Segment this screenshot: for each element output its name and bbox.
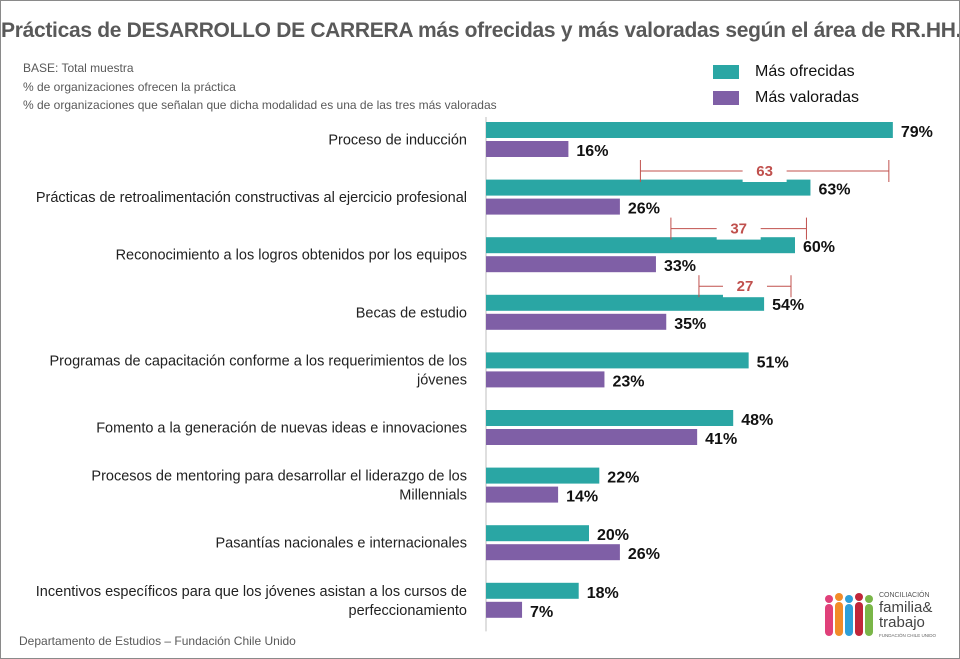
logo-line-4: FUNDACIÓN CHILE UNIDO bbox=[879, 632, 937, 638]
category-label-line: jóvenes bbox=[416, 372, 467, 388]
category-label: Procesos de mentoring para desarrollar e… bbox=[91, 469, 467, 504]
legend-item-offered: Más ofrecidas bbox=[713, 59, 859, 85]
data-label-valued: 26% bbox=[628, 201, 660, 218]
data-label-offered: 51% bbox=[757, 354, 789, 371]
category-label: Prácticas de retroalimentación construct… bbox=[36, 190, 467, 206]
category-label: Becas de estudio bbox=[356, 305, 467, 321]
gap-label-background bbox=[716, 217, 761, 240]
bar-offered bbox=[486, 237, 795, 254]
category-label: Incentivos específicos para que los jóve… bbox=[36, 584, 467, 619]
footer-credit: Departamento de Estudios – Fundación Chi… bbox=[19, 634, 296, 648]
category-label-line: Becas de estudio bbox=[356, 305, 467, 321]
data-label-offered: 60% bbox=[803, 239, 835, 256]
category-label: Proceso de inducción bbox=[328, 133, 467, 149]
bar-offered bbox=[486, 122, 893, 138]
category-label: Reconocimiento a los logros obtenidos po… bbox=[116, 248, 467, 264]
bar-offered bbox=[486, 467, 600, 484]
category-label-line: Millennials bbox=[399, 488, 467, 504]
conciliacion-logo: CONCILIACIÓN familia& trabajo FUNDACIÓN … bbox=[825, 590, 937, 638]
offered-note: % de organizaciones ofrecen la práctica bbox=[23, 80, 236, 94]
gap-label-background bbox=[742, 160, 787, 182]
chart-title: Prácticas de DESARROLLO DE CARRERA más o… bbox=[1, 19, 960, 42]
bar-offered bbox=[486, 410, 734, 426]
gap-label-background bbox=[722, 275, 767, 298]
bar-valued bbox=[486, 601, 523, 618]
data-label-valued: 16% bbox=[576, 143, 608, 160]
data-label-offered: 18% bbox=[587, 585, 619, 602]
legend-item-valued: Más valoradas bbox=[713, 85, 859, 111]
data-label-valued: 26% bbox=[628, 546, 660, 563]
bar-offered bbox=[486, 179, 811, 196]
gap-label: 63 bbox=[756, 163, 773, 180]
bar-valued bbox=[486, 371, 605, 388]
data-label-valued: 23% bbox=[612, 373, 644, 390]
category-label-line: perfeccionamiento bbox=[349, 603, 468, 619]
category-label-line: Fomento a la generación de nuevas ideas … bbox=[96, 421, 467, 437]
chart-legend: Más ofrecidas Más valoradas bbox=[713, 59, 859, 111]
data-label-valued: 7% bbox=[530, 604, 553, 621]
category-label-line: Pasantías nacionales e internacionales bbox=[216, 536, 468, 552]
category-label-line: Programas de capacitación conforme a los… bbox=[50, 353, 468, 369]
data-label-offered: 48% bbox=[741, 412, 773, 429]
data-label-offered: 63% bbox=[818, 182, 850, 199]
category-label-line: Procesos de mentoring para desarrollar e… bbox=[91, 469, 467, 485]
bar-offered bbox=[486, 352, 749, 369]
data-label-offered: 54% bbox=[772, 297, 804, 314]
category-label: Fomento a la generación de nuevas ideas … bbox=[96, 421, 467, 437]
bar-valued bbox=[486, 313, 667, 330]
category-label: Pasantías nacionales e internacionales bbox=[216, 536, 468, 552]
category-label-line: Reconocimiento a los logros obtenidos po… bbox=[116, 248, 467, 264]
gap-label: 27 bbox=[737, 278, 754, 295]
base-note: BASE: Total muestra bbox=[23, 61, 134, 75]
logo-line-3: trabajo bbox=[879, 614, 925, 631]
category-label-line: Proceso de inducción bbox=[328, 133, 467, 149]
bar-valued bbox=[486, 198, 620, 215]
bar-valued bbox=[486, 141, 569, 157]
data-label-offered: 20% bbox=[597, 527, 629, 544]
data-label-valued: 41% bbox=[705, 431, 737, 448]
data-label-valued: 33% bbox=[664, 258, 696, 275]
legend-label-valued: Más valoradas bbox=[755, 89, 860, 106]
category-label: Programas de capacitación conforme a los… bbox=[50, 353, 468, 388]
data-label-valued: 35% bbox=[674, 316, 706, 333]
people-figures-icon bbox=[825, 593, 873, 636]
category-label-line: Prácticas de retroalimentación construct… bbox=[36, 190, 467, 206]
gap-label: 37 bbox=[730, 221, 747, 238]
logo-line-2: familia& bbox=[879, 599, 932, 616]
bar-valued bbox=[486, 544, 620, 561]
bar-valued bbox=[486, 256, 656, 273]
legend-swatch-offered bbox=[713, 65, 739, 79]
bar-offered bbox=[486, 582, 579, 599]
bar-offered bbox=[486, 525, 589, 542]
legend-label-offered: Más ofrecidas bbox=[755, 63, 855, 80]
data-label-offered: 79% bbox=[901, 124, 933, 141]
data-label-offered: 22% bbox=[607, 470, 639, 487]
bar-offered bbox=[486, 294, 765, 311]
category-label-line: Incentivos específicos para que los jóve… bbox=[36, 584, 467, 600]
logo-line-1: CONCILIACIÓN bbox=[879, 590, 930, 599]
bar-valued bbox=[486, 429, 698, 445]
legend-swatch-valued bbox=[713, 91, 739, 105]
data-label-valued: 14% bbox=[566, 489, 598, 506]
valued-note: % de organizaciones que señalan que dich… bbox=[23, 98, 497, 112]
bar-valued bbox=[486, 486, 559, 503]
